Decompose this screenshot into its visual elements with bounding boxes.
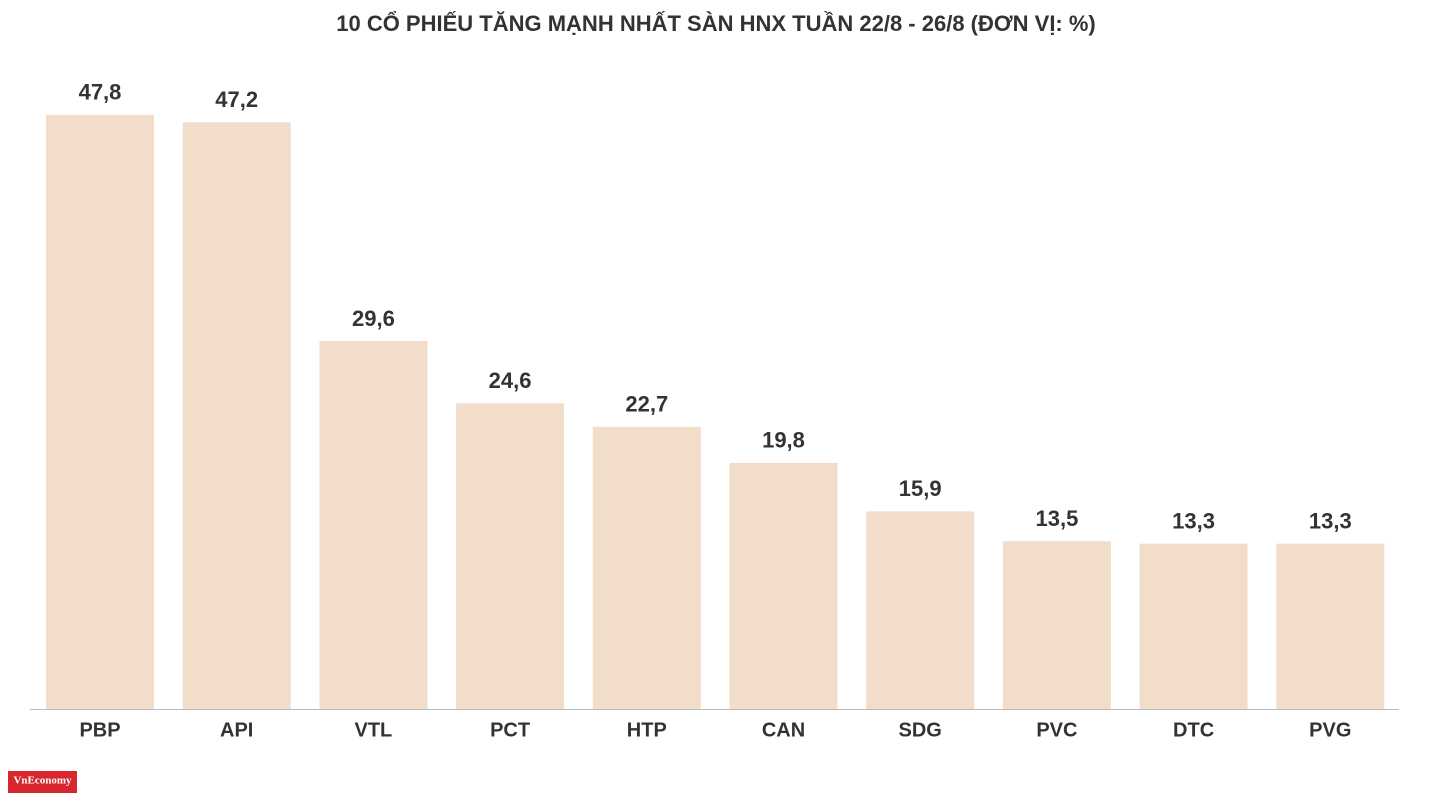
- logo-box: [8, 771, 77, 793]
- value-label: 47,8: [79, 80, 122, 105]
- bar: [1002, 541, 1111, 709]
- bar: [866, 511, 975, 709]
- x-tick-label: PCT: [490, 719, 530, 741]
- x-tick-label: PVC: [1036, 719, 1077, 741]
- value-label: 13,5: [1035, 506, 1078, 531]
- value-label: 19,8: [762, 428, 805, 453]
- x-tick-label: HTP: [627, 719, 667, 741]
- x-tick-label: PBP: [79, 719, 120, 741]
- chart-title: 10 CỔ PHIẾU TĂNG MẠNH NHẤT SÀN HNX TUẦN …: [336, 11, 1096, 36]
- x-tick-label: PVG: [1309, 719, 1351, 741]
- value-label: 13,3: [1309, 508, 1352, 533]
- logo: VnEconomy: [13, 775, 72, 787]
- bar: [1276, 543, 1385, 709]
- bar: [456, 403, 565, 709]
- bar: [1139, 543, 1248, 709]
- value-label: 13,3: [1172, 508, 1215, 533]
- x-tick-label: SDG: [899, 719, 942, 741]
- x-tick-label: DTC: [1173, 719, 1214, 741]
- value-label: 22,7: [625, 392, 668, 417]
- value-label: 24,6: [489, 368, 532, 393]
- bar: [319, 341, 428, 709]
- x-tick-label: VTL: [355, 719, 393, 741]
- value-label: 29,6: [352, 306, 395, 331]
- x-tick-label: API: [220, 719, 253, 741]
- value-label: 47,2: [215, 87, 258, 112]
- value-label: 15,9: [899, 476, 942, 501]
- x-tick-label: CAN: [762, 719, 805, 741]
- bar: [729, 462, 838, 709]
- bar: [182, 122, 291, 709]
- bar: [592, 426, 701, 709]
- bar: [46, 114, 154, 709]
